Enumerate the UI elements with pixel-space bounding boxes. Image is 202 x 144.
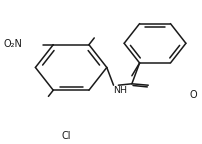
- Text: O₂N: O₂N: [3, 39, 22, 49]
- Text: O: O: [189, 90, 196, 100]
- Text: Cl: Cl: [61, 131, 71, 141]
- Text: NH: NH: [113, 86, 127, 95]
